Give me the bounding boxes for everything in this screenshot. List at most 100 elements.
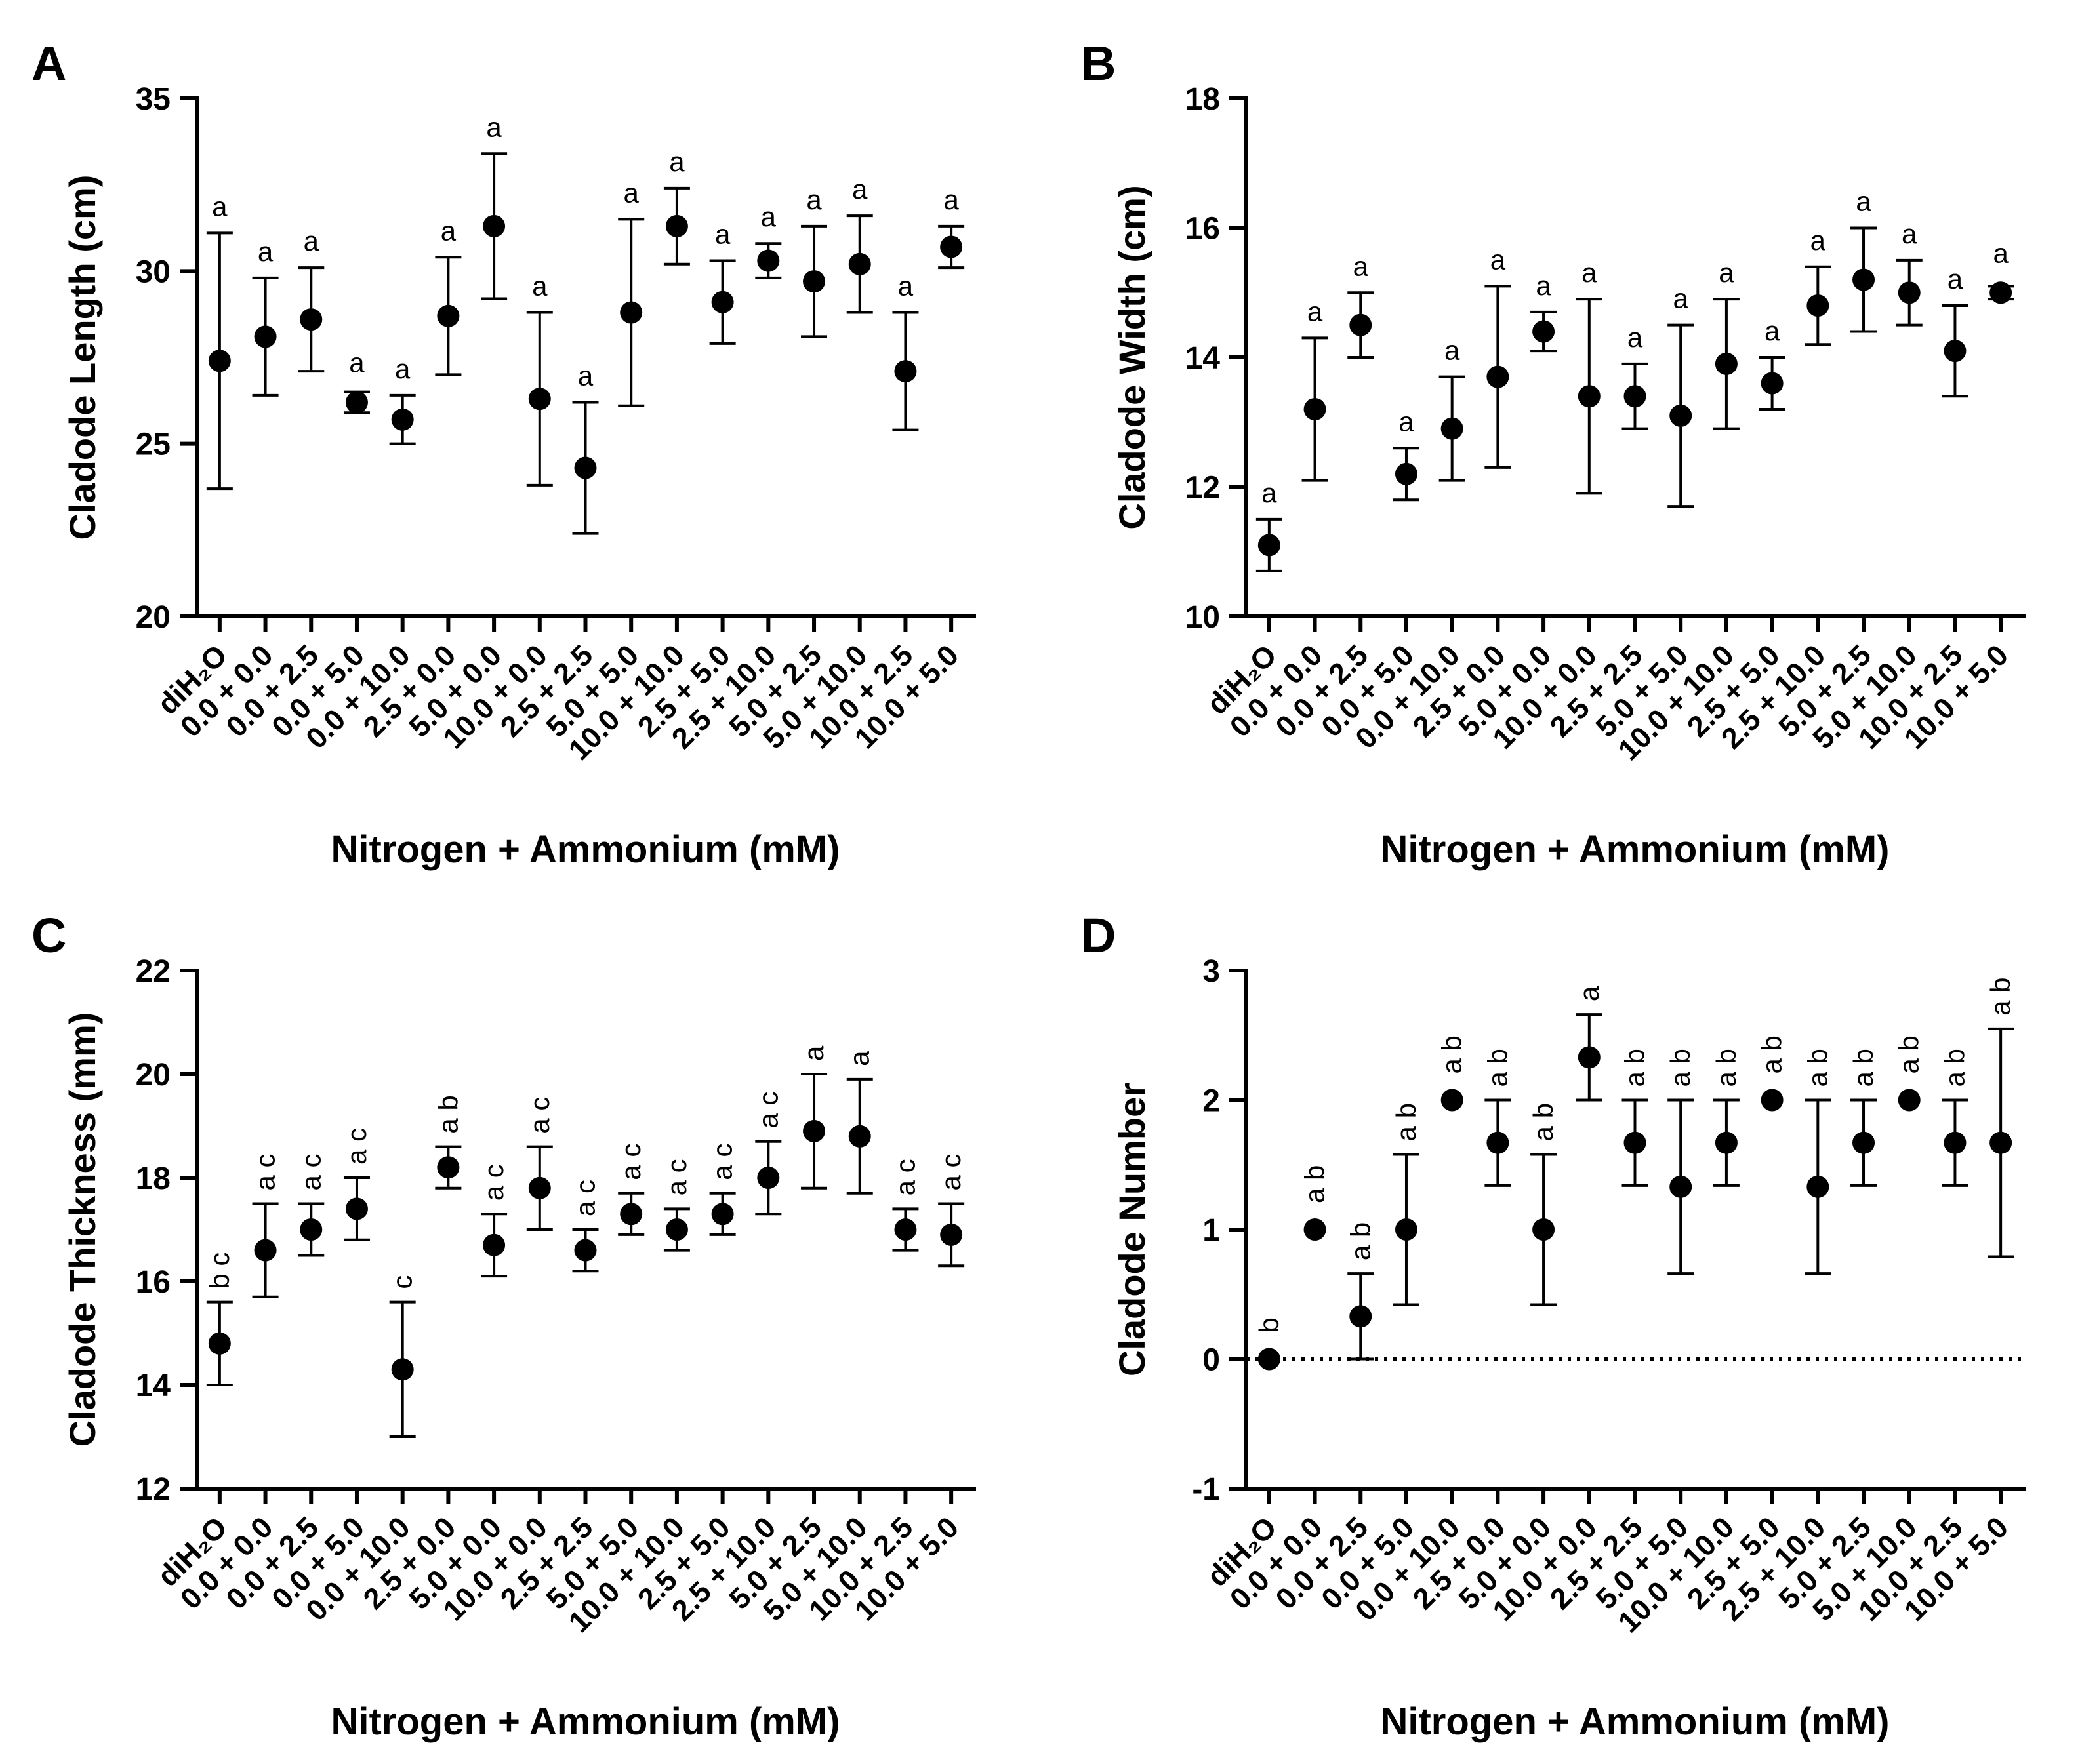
- y-tick-label: 20: [136, 1058, 171, 1092]
- data-point: [1532, 1218, 1555, 1241]
- data-point: [1395, 462, 1417, 485]
- data-point: [483, 214, 506, 237]
- data-point: [1578, 1046, 1601, 1069]
- significance-label: b: [1254, 1317, 1284, 1333]
- data-point: [803, 1119, 826, 1142]
- data-point: [940, 1223, 963, 1246]
- data-point: [574, 456, 597, 479]
- data-point: [574, 1239, 597, 1262]
- y-axis-title: Cladode Width (cm): [1111, 185, 1152, 529]
- panel-letter: D: [1081, 908, 1116, 963]
- significance-label: a b: [1802, 1049, 1833, 1087]
- data-point: [711, 291, 734, 313]
- significance-label: a c: [250, 1153, 281, 1190]
- significance-label: a c: [570, 1180, 601, 1216]
- data-point: [345, 391, 368, 414]
- significance-label: a: [395, 353, 411, 384]
- data-point: [1944, 340, 1967, 363]
- significance-label: a: [1673, 283, 1689, 314]
- data-point: [1532, 320, 1555, 343]
- significance-label: a: [798, 1045, 829, 1061]
- data-point: [711, 1203, 734, 1226]
- data-point: [483, 1233, 506, 1256]
- data-point: [894, 1218, 917, 1241]
- y-axis-title: Cladode Length (cm): [62, 175, 103, 540]
- significance-label: a b: [1299, 1165, 1330, 1203]
- data-point: [1257, 534, 1280, 557]
- data-point: [1989, 1131, 2012, 1154]
- y-tick-label: 14: [136, 1369, 171, 1403]
- y-tick-label: 12: [136, 1472, 171, 1507]
- y-tick-label: 0: [1202, 1343, 1220, 1378]
- significance-label: c: [387, 1275, 418, 1289]
- data-point: [1395, 1218, 1417, 1241]
- significance-label: a c: [615, 1144, 646, 1180]
- data-point: [391, 1358, 414, 1381]
- data-point: [1623, 1131, 1646, 1154]
- data-point: [848, 1125, 871, 1148]
- data-point: [1257, 1348, 1280, 1371]
- significance-label: a: [1307, 296, 1323, 327]
- data-point: [1989, 281, 2012, 304]
- significance-label: a b: [1391, 1103, 1421, 1141]
- data-point: [1669, 404, 1692, 427]
- y-tick-label: 10: [1185, 600, 1220, 635]
- significance-label: a: [1536, 270, 1551, 301]
- significance-label: a b: [1528, 1103, 1559, 1141]
- significance-label: a c: [752, 1092, 783, 1129]
- data-point: [1715, 1131, 1738, 1154]
- data-point: [1715, 352, 1738, 375]
- data-point: [665, 1218, 688, 1241]
- data-point: [1303, 1218, 1326, 1241]
- significance-label: a: [1353, 251, 1369, 281]
- y-tick-label: 3: [1202, 954, 1220, 989]
- y-tick-label: 18: [136, 1161, 171, 1196]
- significance-label: a c: [295, 1153, 326, 1190]
- x-axis-title: Nitrogen + Ammonium (mM): [1380, 828, 1889, 871]
- data-point: [1440, 1089, 1463, 1112]
- significance-label: a: [532, 271, 548, 302]
- data-point: [1761, 372, 1784, 395]
- data-point: [391, 408, 414, 431]
- y-axis-title: Cladode Thickness (mm): [62, 1012, 103, 1447]
- significance-label: a c: [341, 1128, 372, 1165]
- significance-label: a: [1902, 218, 1917, 249]
- significance-label: a: [852, 174, 868, 205]
- data-point: [345, 1197, 368, 1220]
- significance-label: a b: [1894, 1035, 1925, 1073]
- data-point: [1578, 385, 1601, 408]
- significance-label: a b: [432, 1095, 463, 1133]
- data-point: [528, 388, 551, 411]
- significance-label: a b: [1437, 1035, 1467, 1073]
- significance-label: a: [1581, 257, 1597, 288]
- significance-label: a: [258, 236, 274, 267]
- data-point: [803, 270, 826, 293]
- significance-label: a b: [1939, 1049, 1970, 1087]
- significance-label: a b: [1665, 1049, 1696, 1087]
- significance-label: a b: [1711, 1049, 1742, 1087]
- data-point: [208, 350, 231, 372]
- significance-label: a c: [478, 1164, 509, 1201]
- panel-letter: C: [31, 908, 66, 963]
- data-point: [1852, 268, 1875, 291]
- significance-label: a b: [1482, 1049, 1513, 1087]
- significance-label: a: [1947, 264, 1963, 294]
- significance-label: a: [212, 191, 228, 222]
- y-tick-label: 18: [1185, 82, 1220, 117]
- significance-label: a c: [707, 1144, 738, 1180]
- significance-label: a: [1856, 186, 1871, 217]
- significance-label: a: [304, 226, 319, 256]
- x-axis-title: Nitrogen + Ammonium (mM): [1380, 1700, 1889, 1743]
- significance-label: a b: [1620, 1049, 1650, 1087]
- significance-label: a: [806, 184, 822, 215]
- y-tick-label: 12: [1185, 471, 1220, 506]
- significance-label: a: [1764, 315, 1780, 346]
- x-axis-title: Nitrogen + Ammonium (mM): [331, 1700, 840, 1743]
- data-point: [940, 235, 963, 258]
- significance-label: b c: [204, 1253, 235, 1289]
- y-tick-label: 20: [136, 600, 171, 635]
- significance-label: a: [1627, 322, 1643, 353]
- panel-letter: A: [31, 36, 66, 90]
